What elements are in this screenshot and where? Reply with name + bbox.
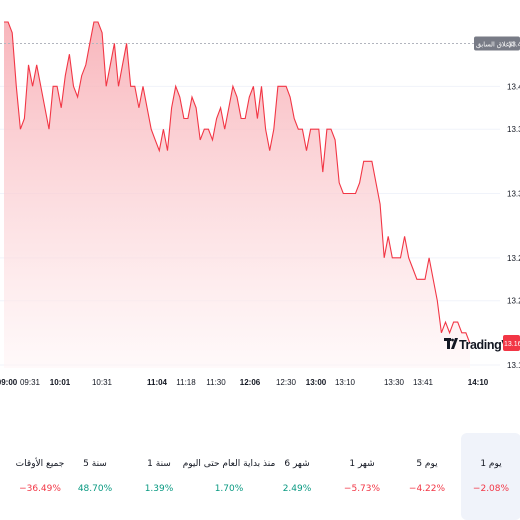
period-tab-change: 48.70% — [77, 484, 113, 494]
time-tick-label: 11:30 — [206, 378, 226, 387]
period-tab[interactable]: جميع الأوقات −36.49% — [8, 433, 72, 520]
price-line — [4, 21, 471, 344]
time-tick-label: 14:10 — [468, 378, 489, 387]
period-tab-change: 2.49% — [282, 484, 312, 494]
price-tick-label: 13.36 — [507, 125, 520, 134]
period-tab-label: 5 يوم — [416, 459, 438, 469]
tradingview-logo-icon — [444, 338, 458, 349]
period-tab-change: −5.73% — [343, 484, 381, 494]
time-tick-label: 12:06 — [240, 378, 261, 387]
period-tab-change: 1.70% — [214, 484, 244, 494]
period-tab[interactable]: 5 سنة 48.70% — [63, 433, 127, 520]
period-tab-label: 1 يوم — [480, 459, 502, 469]
period-tab[interactable]: 6 شهر 2.49% — [265, 433, 329, 520]
price-tick-label: 13.40 — [507, 82, 520, 91]
time-tick-label: 13:00 — [306, 378, 327, 387]
period-tab[interactable]: 5 يوم −4.22% — [395, 433, 459, 520]
period-tab-change: −4.22% — [408, 484, 446, 494]
period-tab-label: 5 سنة — [83, 459, 107, 469]
current-price-badge — [503, 335, 520, 351]
period-tab-label: 1 شهر — [349, 459, 375, 469]
current-price-value: 13.16 — [504, 341, 520, 348]
time-tick-label: 13:41 — [413, 378, 434, 387]
time-tick-label: 11:04 — [147, 378, 168, 387]
period-tab-change: −2.08% — [472, 484, 510, 494]
price-tick-label: 13.14 — [507, 361, 520, 370]
price-area-fill — [4, 22, 470, 368]
period-tab-change: 1.39% — [144, 484, 174, 494]
period-tab[interactable]: منذ بداية العام حتى اليوم 1.70% — [169, 433, 289, 520]
period-tab[interactable]: 1 سنة 1.39% — [127, 433, 191, 520]
previous-close-badge — [474, 36, 520, 51]
period-tab-label: 6 شهر — [284, 459, 310, 469]
time-tick-label: 13:30 — [384, 378, 405, 387]
period-tab-label: منذ بداية العام حتى اليوم — [182, 459, 276, 469]
price-tick-label: 13.30 — [507, 190, 520, 199]
time-tick-label: 10:31 — [92, 378, 113, 387]
period-tab[interactable]: 1 يوم −2.08% — [461, 433, 520, 520]
time-tick-label: 09:31 — [20, 378, 41, 387]
period-tabs: 1 يوم −2.08% 5 يوم −4.22% 1 شهر −5.73% 6 شهر 2.… — [0, 433, 520, 520]
price-tick-label: 13.20 — [507, 297, 520, 306]
period-tab-label: 1 سنة — [147, 459, 171, 469]
time-tick-label: 10:01 — [50, 378, 71, 387]
price-axis[interactable]: 13.40 13.36 13.30 13.24 13.20 13.14 — [507, 82, 520, 370]
time-tick-label: 12:30 — [276, 378, 297, 387]
price-chart[interactable]: 13.40 13.36 13.30 13.24 13.20 13.14 09:0009:3… — [0, 0, 520, 400]
period-tab-label: جميع الأوقات — [15, 459, 65, 469]
time-tick-label: 09:00 — [0, 378, 18, 387]
previous-close-value: 13.44 — [508, 41, 520, 48]
period-tab-change: −36.49% — [19, 484, 61, 494]
period-tab[interactable]: 1 شهر −5.73% — [330, 433, 394, 520]
time-tick-label: 11:18 — [176, 378, 196, 387]
price-tick-label: 13.24 — [507, 254, 520, 263]
previous-close-text: الإغلاق السابق — [476, 40, 515, 48]
time-tick-label: 13:10 — [335, 378, 356, 387]
